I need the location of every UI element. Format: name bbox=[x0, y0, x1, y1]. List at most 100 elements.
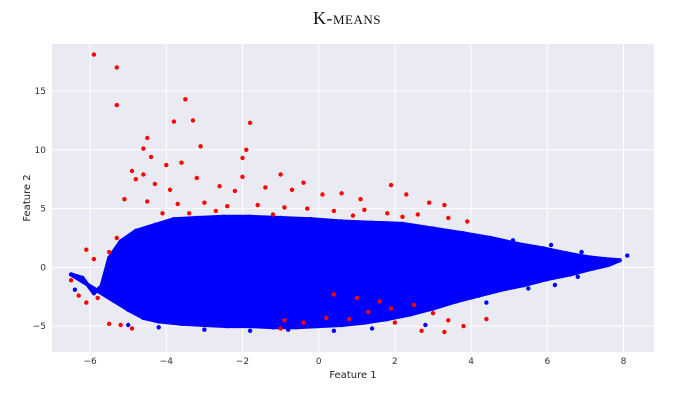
red-point bbox=[430, 311, 436, 316]
blue-point bbox=[331, 328, 337, 333]
red-point bbox=[358, 197, 363, 202]
x-tick-label: 8 bbox=[621, 357, 627, 367]
blue-point bbox=[369, 220, 375, 225]
blue-point bbox=[225, 323, 230, 329]
red-point bbox=[320, 192, 325, 197]
red-point bbox=[270, 212, 276, 217]
blue-point bbox=[408, 312, 413, 317]
red-point bbox=[232, 188, 238, 194]
blue-point bbox=[484, 300, 489, 305]
red-point bbox=[114, 65, 120, 70]
blue-point bbox=[156, 319, 161, 324]
blue-point bbox=[308, 217, 314, 222]
blue-point bbox=[293, 325, 298, 330]
red-point bbox=[145, 135, 150, 141]
red-point bbox=[446, 215, 451, 221]
blue-point bbox=[385, 316, 390, 322]
data-points bbox=[68, 52, 630, 335]
red-point bbox=[461, 323, 466, 329]
blue-point bbox=[468, 271, 474, 276]
red-point bbox=[484, 316, 489, 322]
red-point bbox=[68, 278, 74, 283]
blue-point bbox=[202, 322, 207, 328]
blue-point bbox=[278, 215, 283, 221]
x-axis-label: Feature 1 bbox=[329, 370, 376, 381]
blue-point bbox=[488, 235, 493, 241]
blue-point bbox=[625, 253, 630, 258]
blue-point bbox=[548, 242, 554, 248]
x-tick-label: 6 bbox=[544, 357, 550, 367]
y-tick-label: −5 bbox=[33, 322, 46, 332]
blue-point bbox=[126, 307, 131, 312]
red-point bbox=[76, 293, 81, 298]
y-tick-label: 10 bbox=[35, 146, 47, 156]
blue-point bbox=[423, 322, 428, 328]
blue-point bbox=[183, 276, 188, 282]
red-point bbox=[289, 187, 295, 192]
blue-point bbox=[141, 315, 146, 321]
red-point bbox=[240, 174, 245, 179]
blue-point bbox=[126, 322, 131, 328]
blue-point bbox=[72, 287, 78, 292]
red-point bbox=[347, 316, 352, 322]
red-point bbox=[331, 208, 337, 214]
blue-point bbox=[286, 327, 291, 332]
blue-point bbox=[545, 276, 550, 282]
red-point bbox=[331, 292, 337, 297]
y-tick-label: 0 bbox=[40, 263, 46, 273]
red-point bbox=[282, 318, 287, 323]
red-point bbox=[129, 168, 135, 174]
red-point bbox=[107, 249, 112, 255]
red-point bbox=[118, 322, 123, 328]
blue-point bbox=[133, 228, 138, 234]
red-point bbox=[263, 185, 268, 190]
red-point bbox=[362, 207, 367, 212]
blue-point bbox=[68, 272, 74, 277]
red-point bbox=[427, 200, 432, 205]
x-tick-label: −6 bbox=[83, 357, 97, 367]
blue-point bbox=[118, 239, 123, 244]
blue-point bbox=[179, 321, 184, 326]
blue-point bbox=[354, 276, 359, 282]
red-point bbox=[213, 208, 218, 214]
x-tick-label: 4 bbox=[468, 357, 474, 367]
red-point bbox=[202, 200, 207, 205]
red-point bbox=[198, 144, 203, 149]
blue-point bbox=[590, 266, 596, 271]
red-point bbox=[278, 172, 283, 177]
x-tick-label: 0 bbox=[316, 357, 322, 367]
red-point bbox=[175, 201, 180, 207]
red-point bbox=[194, 175, 199, 181]
red-point bbox=[160, 211, 165, 216]
tick-labels: −6 −4 −2 0 2 4 6 8 −5 0 5 10 15 bbox=[33, 87, 627, 367]
blue-point bbox=[362, 320, 367, 325]
blue-point bbox=[221, 214, 226, 219]
red-point bbox=[167, 187, 173, 192]
red-point bbox=[114, 102, 120, 108]
red-point bbox=[190, 118, 196, 123]
blue-point bbox=[145, 259, 150, 264]
red-point bbox=[388, 182, 394, 188]
red-point bbox=[240, 155, 245, 161]
blue-point bbox=[522, 282, 527, 288]
blue-point bbox=[568, 272, 573, 277]
red-point bbox=[122, 197, 127, 202]
blue-point bbox=[564, 251, 569, 256]
red-point bbox=[282, 205, 287, 210]
red-point bbox=[141, 172, 146, 177]
red-point bbox=[84, 300, 89, 305]
red-point bbox=[148, 154, 154, 160]
blue-point bbox=[278, 294, 283, 299]
blue-point bbox=[156, 325, 161, 330]
blue-point bbox=[510, 238, 516, 243]
blue-point bbox=[602, 256, 607, 262]
red-point bbox=[171, 119, 177, 124]
red-point bbox=[133, 177, 138, 182]
blue-point bbox=[552, 282, 558, 288]
red-point bbox=[91, 52, 97, 57]
red-point bbox=[305, 206, 310, 211]
chart-title: K-means bbox=[313, 8, 381, 28]
red-point bbox=[255, 202, 260, 208]
blue-point bbox=[369, 326, 375, 331]
